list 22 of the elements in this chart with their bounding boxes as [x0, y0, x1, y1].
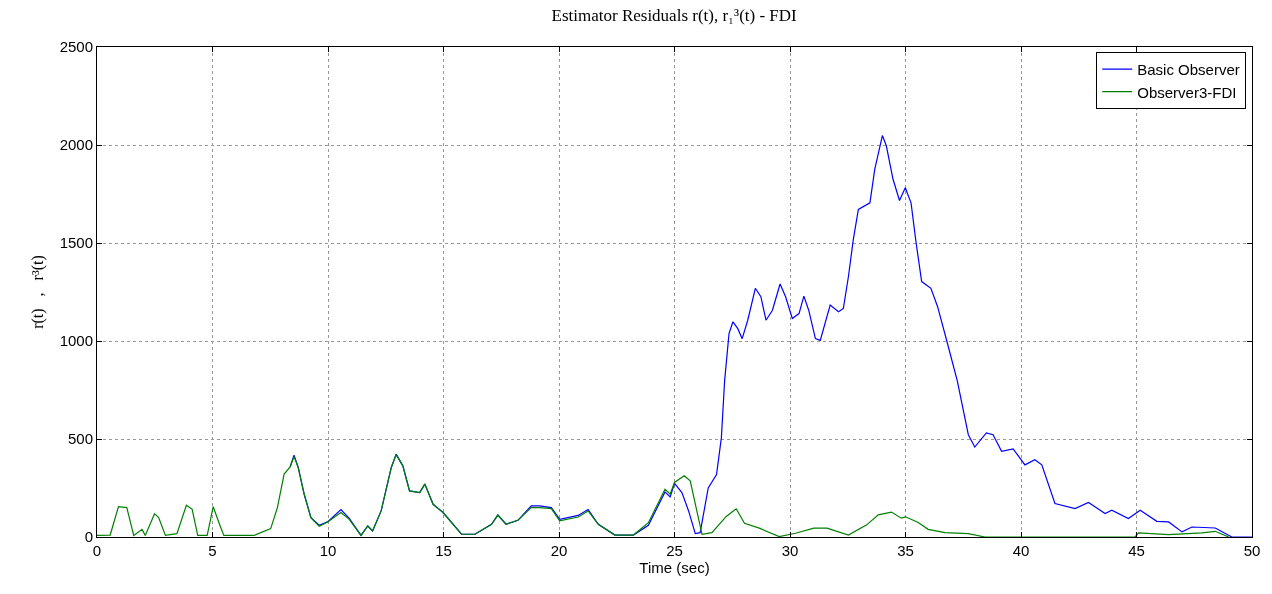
chart-title: Estimator Residuals r(t), r₁³(t) - FDI — [551, 5, 798, 25]
x-tick-label: 20 — [550, 542, 568, 559]
x-tick-label: 35 — [897, 542, 914, 559]
x-tick-label: 45 — [1128, 542, 1145, 559]
y-tick-label: 500 — [67, 430, 93, 448]
legend-label: Basic Observer — [1137, 61, 1240, 78]
x-tick-label: 40 — [1012, 542, 1030, 559]
y-tick-label: 1500 — [59, 234, 93, 252]
x-tick-label: 25 — [666, 542, 683, 559]
y-tick-label: 2500 — [59, 38, 93, 56]
x-tick-label: 30 — [781, 542, 799, 559]
x-axis-title: Time (sec) — [639, 559, 710, 576]
x-tick-label: 50 — [1243, 542, 1261, 559]
y-tick-label: 1000 — [59, 332, 93, 350]
x-tick-label: 5 — [208, 542, 217, 559]
y-tick-label: 0 — [84, 528, 93, 546]
y-tick-label: 2000 — [59, 136, 93, 154]
legend-label: Observer3-FDI — [1137, 83, 1237, 101]
x-tick-label: 10 — [319, 542, 337, 559]
line-series — [97, 454, 1230, 537]
x-tick-label: 15 — [435, 542, 452, 559]
y-axis-title: r(t) , r³(t) — [28, 255, 47, 329]
